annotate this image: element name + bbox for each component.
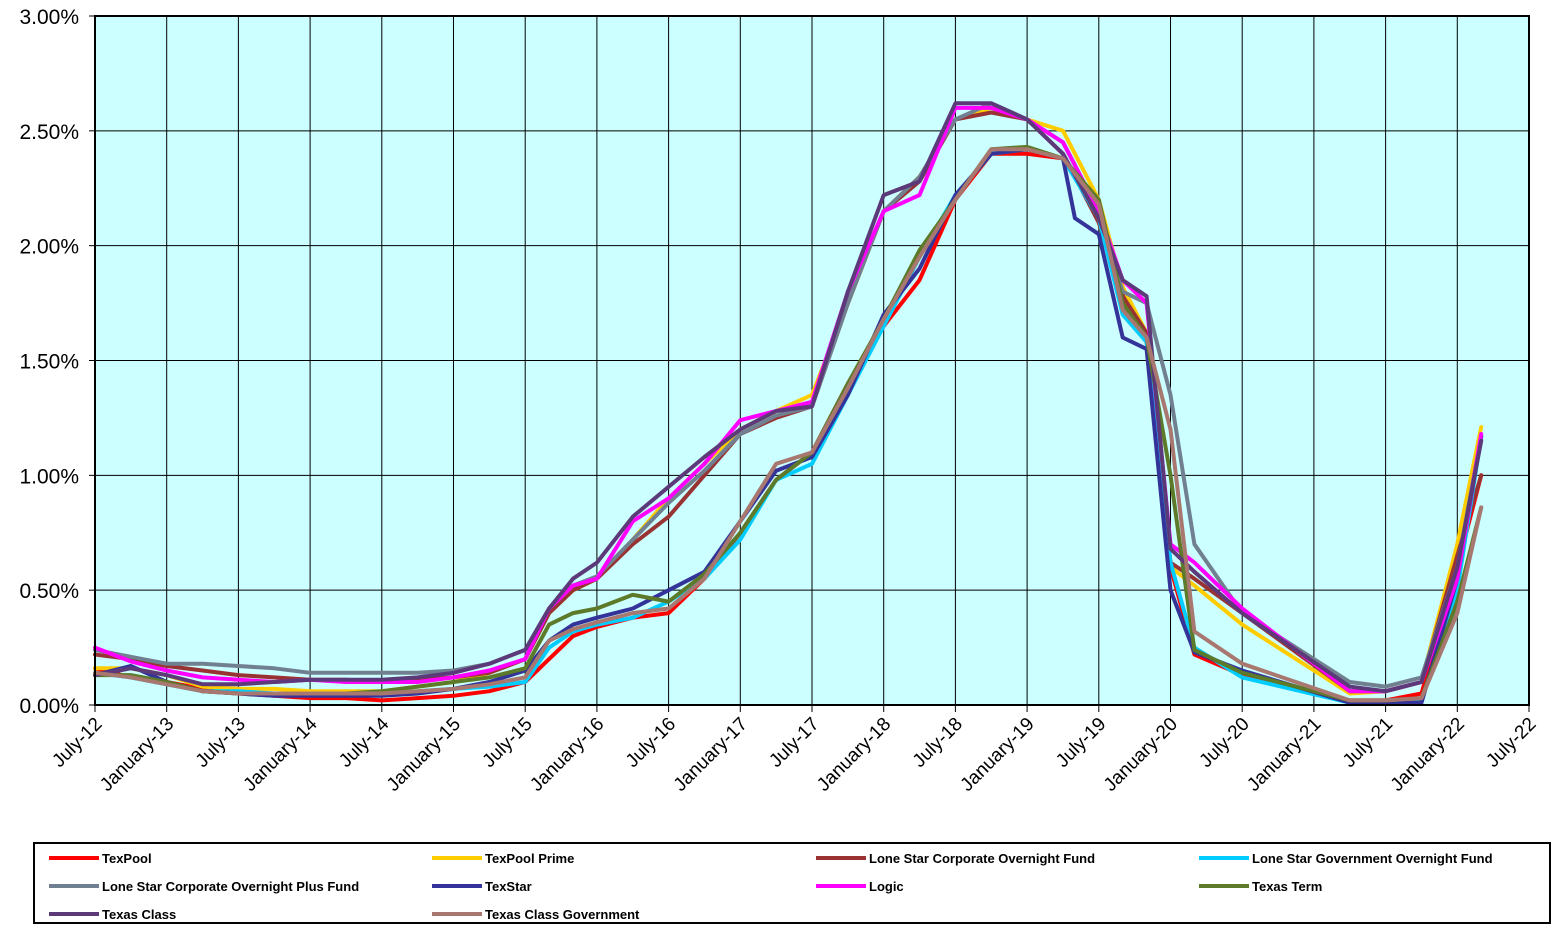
legend-swatch [432,884,482,888]
legend-label: Logic [869,878,904,894]
legend-item: Lone Star Government Overnight Fund [1199,849,1493,867]
legend-item: TexPool [49,849,152,867]
legend-label: TexPool Prime [485,850,575,866]
y-tick-label: 0.50% [19,580,79,603]
legend-swatch [1199,856,1249,860]
x-tick-label: July-15 [479,714,537,772]
y-axis: 0.00% 0.50% 1.00% 1.50% 2.00% 2.50% 3.00% [19,6,95,718]
legend-swatch [816,884,866,888]
legend-label: Lone Star Government Overnight Fund [1252,850,1493,866]
y-tick-label: 2.50% [19,121,79,144]
x-tick-label: January-16 [526,714,608,796]
legend-label: TexPool [102,850,152,866]
line-chart: 0.00% 0.50% 1.00% 1.50% 2.00% 2.50% 3.00% July… [19,6,1541,796]
series-line-texas-class [93,101,1484,694]
legend-swatch [816,856,866,860]
x-tick-label: July-20 [1196,714,1254,772]
y-tick-label: 0.00% [19,695,79,718]
legend-swatch [1199,884,1249,888]
series-line-texas-class-government [93,147,1484,703]
y-tick-label: 1.00% [19,465,79,488]
legend-label: Texas Class Government [485,906,640,922]
x-tick-label: January-13 [96,714,178,796]
plot-border [94,15,1530,706]
x-tick-label: July-21 [1339,714,1397,772]
legend-swatch [49,856,99,860]
legend-swatch [432,856,482,860]
x-tick-label: July-14 [335,713,393,771]
legend-item: Texas Term [1199,877,1322,895]
y-tick-label: 2.00% [19,236,79,259]
legend-item: TexStar [432,877,532,895]
x-tick-label: January-20 [1100,714,1182,796]
legend-item: Texas Class [49,905,176,923]
legend-swatch [49,884,99,888]
x-tick-label: July-17 [765,714,823,772]
x-tick-label: July-16 [622,714,680,772]
x-tick-label: January-18 [813,714,895,796]
legend-item: Texas Class Government [432,905,639,923]
legend-label: Texas Class [102,906,177,922]
x-tick-label: January-21 [1243,714,1325,796]
legend-swatch [432,912,482,916]
legend: TexPool TexPool Prime Lone Star Corporate … [33,842,1551,924]
x-tick-label: January-17 [670,714,752,796]
legend-label: Lone Star Corporate Overnight Fund [869,850,1096,866]
y-tick-label: 3.00% [19,6,79,29]
x-tick-label: January-22 [1387,714,1469,796]
x-tick-label: July-19 [1052,714,1110,772]
series-line-texstar [93,147,1484,705]
legend-item: Lone Star Corporate Overnight Plus Fund [49,877,359,895]
legend-label: Texas Term [1252,878,1323,894]
x-tick-label: January-15 [383,714,465,796]
series-line-lone-star-corporate-overnight-plus-fund [93,101,1484,689]
x-tick-label: July-13 [192,714,250,772]
legend-item: Logic [816,877,904,895]
legend-item: TexPool Prime [432,849,574,867]
x-tick-label: July-12 [48,714,106,772]
y-tick-label: 1.50% [19,351,79,374]
gridlines [94,15,1530,706]
x-tick-label: July-22 [1482,714,1540,772]
legend-label: TexStar [485,878,532,894]
series-lines [93,101,1484,705]
x-tick-label: July-18 [909,714,967,772]
x-tick-label: January-14 [240,713,322,795]
x-tick-label: January-19 [957,714,1039,796]
legend-item: Lone Star Corporate Overnight Fund [816,849,1095,867]
legend-label: Lone Star Corporate Overnight Plus Fund [102,878,360,894]
legend-swatch [49,912,99,916]
